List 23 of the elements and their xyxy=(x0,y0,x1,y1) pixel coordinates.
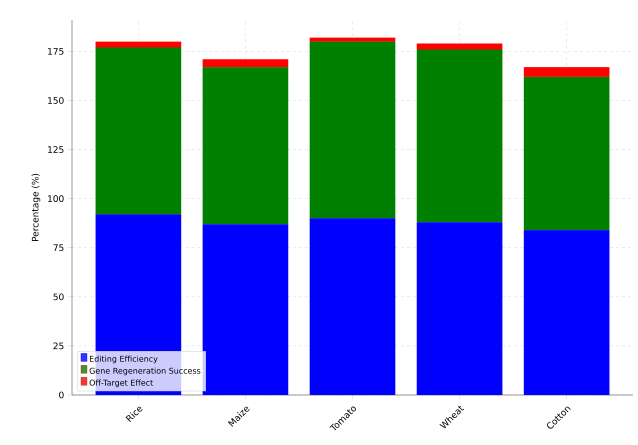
y-axis-title: Percentage (%) xyxy=(32,174,40,242)
y-tick-label: 150 xyxy=(48,97,64,104)
bar xyxy=(310,42,396,218)
bar xyxy=(202,224,288,395)
bar xyxy=(202,67,288,224)
bar xyxy=(416,44,502,50)
y-tick-label: 175 xyxy=(48,48,64,55)
bar xyxy=(524,67,610,77)
bar xyxy=(524,230,610,395)
bar xyxy=(524,76,610,230)
bar xyxy=(416,49,502,222)
y-tick-label: 100 xyxy=(48,195,64,202)
bar xyxy=(202,59,288,68)
y-tick-label: 50 xyxy=(54,293,64,300)
y-tick-label: 125 xyxy=(48,146,64,153)
y-tick-label: 0 xyxy=(59,392,64,398)
y-tick-label: 25 xyxy=(53,342,64,350)
bar xyxy=(416,222,502,395)
bar xyxy=(310,38,396,42)
bar xyxy=(96,42,182,48)
y-tick-label: 75 xyxy=(54,244,64,252)
bar xyxy=(310,218,396,395)
bar xyxy=(96,47,182,214)
